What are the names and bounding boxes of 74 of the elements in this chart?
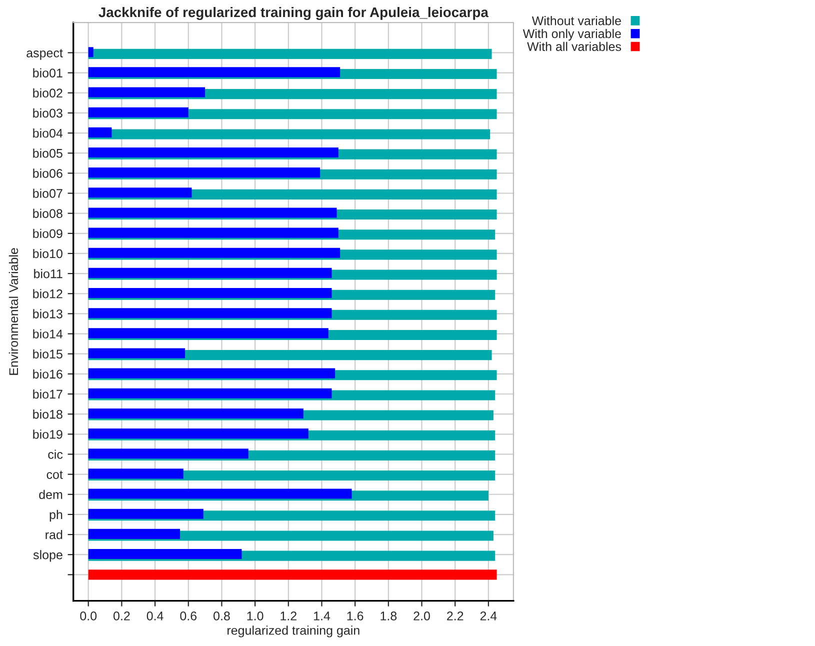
bar <box>88 488 352 499</box>
bar <box>88 388 332 398</box>
x-axis-title: regularized training gain <box>228 626 360 638</box>
y-tick-label: bio03 <box>33 108 62 118</box>
x-tick-label: 2.2 <box>447 612 464 620</box>
bar <box>88 248 340 258</box>
x-tick-label: 1.6 <box>347 612 364 620</box>
bar <box>88 127 112 138</box>
y-tick-label: dem <box>39 490 62 500</box>
bar <box>88 548 242 560</box>
y-tick-label: bio19 <box>33 430 62 439</box>
bar <box>88 468 184 479</box>
y-tick-label: bio07 <box>33 188 62 198</box>
bar <box>88 348 186 358</box>
y-axis-title: Environmental Variable <box>8 248 18 375</box>
legend-label: With all variables <box>527 42 622 52</box>
bar <box>88 67 340 78</box>
bar <box>88 188 192 198</box>
bar <box>88 288 332 298</box>
x-tick-label: 0.8 <box>214 612 230 620</box>
bar <box>88 448 248 459</box>
bar <box>88 308 332 318</box>
bar <box>88 87 206 98</box>
y-tick-label: bio11 <box>34 269 62 278</box>
bar <box>88 208 337 218</box>
y-tick-label: aspect <box>26 49 63 60</box>
y-tick-label: bio10 <box>33 248 62 258</box>
legend-label: With only variable <box>522 28 621 41</box>
chart-title: Jackknife of regularized training gain for Apuleia_leiocarpa <box>98 6 489 20</box>
bar <box>88 570 497 580</box>
bar <box>88 408 304 418</box>
x-tick-label: 1.4 <box>314 612 330 620</box>
y-tick-label: bio12 <box>33 289 62 298</box>
y-tick-label: slope <box>33 550 62 562</box>
y-tick-label: bio08 <box>33 208 62 218</box>
x-tick-label: 2.4 <box>480 612 497 620</box>
y-tick-label: rad <box>46 530 62 540</box>
bar <box>88 168 320 178</box>
bar <box>88 328 328 338</box>
bar <box>88 528 180 539</box>
y-tick-label: bio14 <box>33 329 63 338</box>
x-tick-label: 1.8 <box>380 612 397 620</box>
x-tick-label: 0.0 <box>80 612 97 620</box>
y-tick-label: bio09 <box>33 228 62 238</box>
bar <box>88 368 336 378</box>
y-tick-label: cic <box>48 450 63 459</box>
y-tick-label: bio05 <box>33 148 62 158</box>
bar <box>88 508 204 519</box>
x-tick-label: 1.2 <box>280 612 296 620</box>
bar <box>88 147 338 158</box>
y-tick-label: bio15 <box>33 349 62 359</box>
y-tick-label: bio16 <box>33 369 62 379</box>
y-tick-label: bio02 <box>33 88 62 98</box>
y-tick-label: bio17 <box>33 389 62 399</box>
bar <box>88 107 188 118</box>
bar <box>88 47 94 58</box>
y-tick-label: cot <box>46 470 63 479</box>
bar <box>88 428 308 439</box>
x-tick-label: 0.4 <box>146 612 164 620</box>
bar <box>88 48 492 59</box>
y-tick-label: bio01 <box>33 68 62 78</box>
x-tick-label: 1.0 <box>247 612 264 620</box>
y-tick-label: bio04 <box>33 128 63 138</box>
y-tick-label: bio18 <box>33 410 62 419</box>
x-tick-label: 0.6 <box>180 612 197 620</box>
legend-label: Without variable <box>532 16 621 26</box>
bar <box>88 129 490 140</box>
y-tick-label: bio06 <box>33 168 62 178</box>
bar <box>88 268 332 278</box>
y-tick-label: ph <box>50 510 62 522</box>
x-tick-label: 2.0 <box>414 612 430 620</box>
y-tick-label: bio13 <box>33 309 62 318</box>
bar <box>88 228 338 238</box>
x-tick-label: 0.2 <box>113 612 130 620</box>
